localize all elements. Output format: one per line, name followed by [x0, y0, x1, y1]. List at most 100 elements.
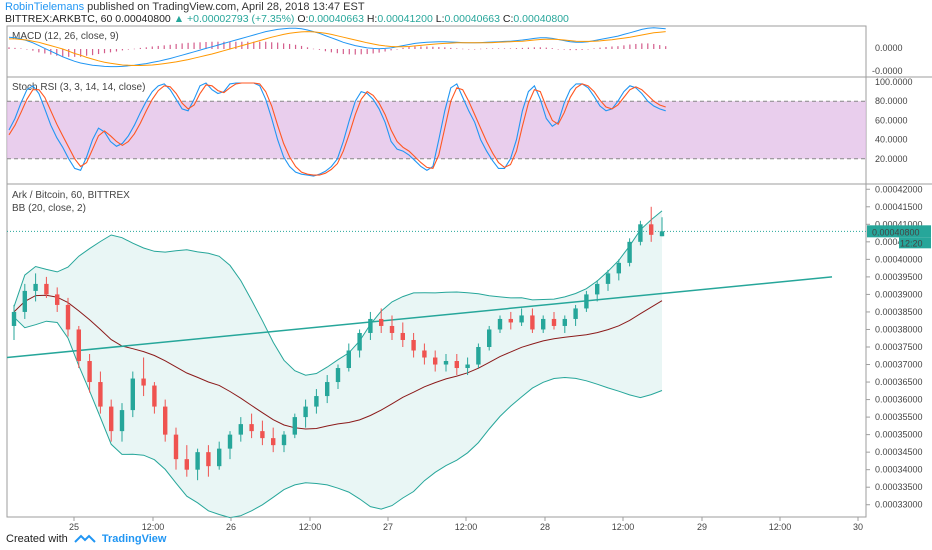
macd-histogram-bar	[587, 49, 589, 50]
price-tick-label: 0.00037500	[875, 342, 923, 352]
candle-body	[152, 385, 157, 407]
trendline	[6, 276, 833, 359]
macd-histogram-bar	[62, 49, 64, 57]
candle-body	[659, 231, 665, 237]
open-value: 0.00040663	[308, 13, 364, 25]
candle-body	[389, 325, 395, 333]
macd-histogram-bar	[80, 49, 82, 57]
macd-histogram-bar	[450, 47, 452, 49]
macd-histogram-bar	[181, 43, 183, 49]
candle-body	[400, 332, 405, 340]
macd-histogram-bar	[581, 49, 583, 50]
footer: Created with TradingView	[6, 533, 166, 545]
time-tick-label: 29	[697, 522, 707, 532]
candle-body	[206, 452, 211, 467]
macd-histogram-bar	[14, 47, 16, 49]
candle-body	[476, 346, 481, 365]
time-tick-label: 12:00	[455, 522, 478, 532]
macd-histogram-bar	[187, 42, 189, 49]
created-with-text: Created with	[6, 533, 68, 545]
time-tick-label: 27	[383, 522, 393, 532]
candle-body	[497, 318, 503, 330]
macd-histogram-bar	[312, 48, 315, 50]
main-title: Ark / Bitcoin, 60, BITTREX	[12, 190, 130, 201]
price-tick-label: 0.00040500	[875, 237, 923, 247]
candle-body	[303, 406, 308, 418]
author-link[interactable]: RobinTielemans	[5, 1, 85, 13]
macd-histogram-bar	[509, 48, 512, 49]
time-tick-label: 25	[69, 522, 79, 532]
time-tick-label: 12:00	[142, 522, 165, 532]
macd-histogram-bar	[306, 47, 309, 49]
macd-histogram-bar	[569, 49, 571, 51]
macd-histogram-bar	[223, 41, 225, 49]
candle-body	[55, 294, 60, 305]
macd-histogram-bar	[288, 43, 291, 49]
macd-histogram-bar	[420, 46, 422, 49]
candle-body	[379, 318, 384, 326]
macd-histogram-bar	[26, 49, 28, 50]
macd-histogram-bar	[456, 48, 458, 49]
price-tick-label: 0.00038000	[875, 324, 923, 334]
candle-body	[595, 283, 600, 295]
macd-histogram-bar	[414, 46, 416, 49]
macd-histogram-bar	[211, 41, 213, 49]
candle-body	[562, 318, 567, 326]
candle-body	[335, 368, 341, 383]
macd-histogram-bar	[641, 43, 643, 49]
macd-histogram-bar	[163, 45, 165, 49]
candle-body	[649, 224, 654, 235]
price-tick-label: 0.00039500	[875, 272, 923, 282]
bb-lower-line	[13, 316, 663, 519]
countdown-label: 12:20	[900, 238, 923, 248]
macd-histogram-bar	[157, 45, 159, 49]
candle-body	[238, 424, 243, 435]
candle-body	[638, 224, 643, 242]
macd-histogram-bar	[497, 48, 500, 49]
high-label: H:	[366, 13, 378, 25]
candle-body	[314, 396, 319, 407]
macd-histogram-bar	[324, 49, 327, 52]
price-tick-label: 0.00036500	[875, 377, 923, 387]
macd-histogram-bar	[300, 45, 303, 49]
macd-histogram-bar	[336, 49, 338, 54]
candle-body	[411, 339, 416, 351]
macd-histogram-bar	[360, 49, 362, 55]
open-label: O:	[297, 13, 309, 25]
macd-histogram-bar	[438, 47, 440, 49]
stoch-k-line	[8, 82, 666, 177]
macd-histogram-bar	[426, 46, 428, 49]
candle-body	[184, 459, 189, 470]
candle-body	[541, 318, 546, 330]
macd-histogram-bar	[139, 47, 141, 49]
candle-body	[368, 318, 373, 333]
published-text: published on TradingView.com, April 28, …	[87, 1, 365, 13]
macd-histogram-bar	[659, 45, 661, 49]
candle-body	[65, 304, 71, 330]
macd-histogram-bar	[44, 49, 46, 54]
macd-histogram-bar	[611, 46, 613, 49]
macd-histogram-bar	[557, 49, 559, 50]
macd-histogram-bar	[193, 42, 195, 49]
low-value: 0.00040663	[444, 13, 500, 25]
macd-histogram-bar	[593, 48, 595, 49]
low-label: L:	[435, 13, 445, 25]
current-price: 0.00040800	[115, 13, 171, 25]
candle-body	[292, 417, 297, 435]
bb-title: BB (20, close, 2)	[12, 203, 86, 214]
publish-header: RobinTielemans published on TradingView.…	[5, 1, 365, 13]
tradingview-brand[interactable]: TradingView	[101, 533, 167, 545]
candle-body	[227, 434, 233, 449]
price-tick-label: 0.00035000	[875, 430, 923, 440]
price-tick-label: 0.00033000	[875, 500, 923, 510]
candle-body	[217, 448, 222, 467]
macd-histogram-bar	[91, 49, 94, 56]
candle-body	[616, 262, 621, 274]
candle-body	[98, 382, 103, 407]
candle-body	[465, 364, 470, 369]
time-tick-label: 12:00	[612, 522, 635, 532]
macd-histogram-bar	[151, 46, 153, 49]
macd-histogram-bar	[318, 49, 321, 50]
candle-body	[173, 434, 179, 460]
